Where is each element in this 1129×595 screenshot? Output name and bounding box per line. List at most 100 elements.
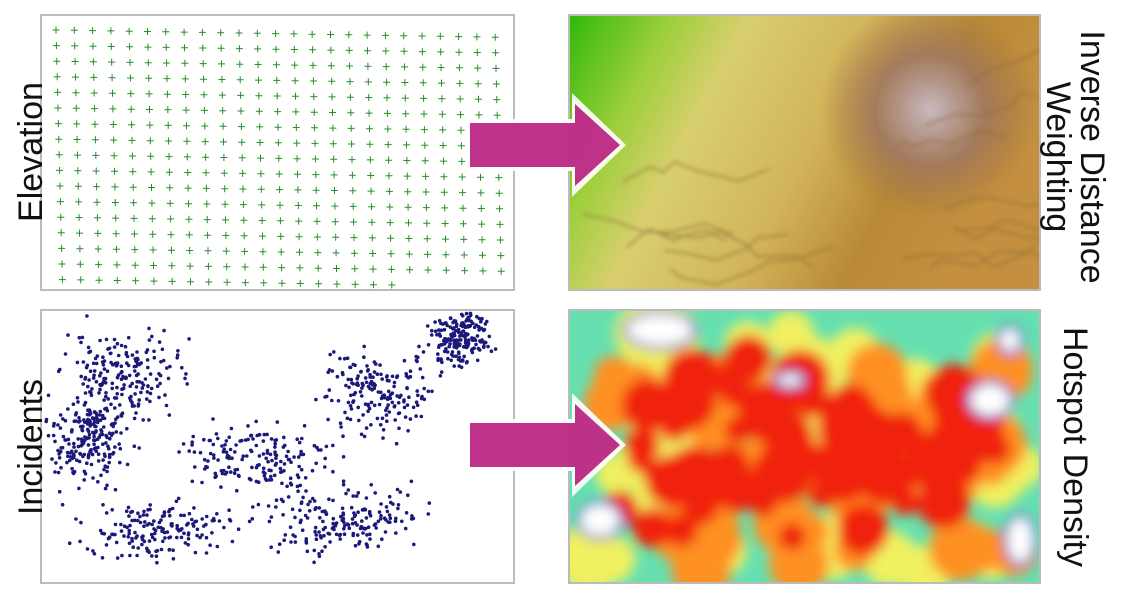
incident [368, 386, 372, 391]
cross [217, 29, 225, 37]
incident [390, 400, 395, 405]
incident [92, 442, 96, 447]
incident [79, 443, 83, 448]
incident [404, 511, 409, 515]
incident [143, 520, 147, 524]
cross [333, 280, 341, 288]
incident [362, 355, 366, 360]
incident [341, 479, 346, 484]
cross [148, 199, 156, 207]
incident [86, 384, 90, 389]
cross [205, 278, 213, 286]
incident [193, 520, 197, 524]
ridge [582, 212, 734, 236]
cross [348, 156, 356, 164]
incident [321, 527, 326, 532]
cross [256, 139, 264, 146]
incident [129, 398, 133, 403]
incident [152, 519, 156, 523]
incident [354, 382, 359, 387]
cross [367, 172, 375, 179]
incident [145, 358, 150, 362]
incident [462, 354, 467, 359]
incident [104, 391, 108, 395]
incident [213, 471, 218, 476]
incident [135, 534, 139, 538]
incident [337, 533, 342, 538]
incident [422, 386, 427, 391]
incident [150, 334, 154, 339]
row-label: Elevation [12, 82, 50, 222]
incident [219, 485, 223, 489]
cross [58, 244, 66, 252]
incident [81, 382, 85, 386]
incident [318, 534, 323, 538]
incident [304, 539, 309, 543]
incident [330, 398, 334, 403]
incident [261, 470, 266, 474]
incident [109, 402, 113, 407]
incident [183, 541, 188, 545]
cross [436, 32, 444, 40]
incident [79, 374, 83, 379]
incident [89, 422, 94, 427]
incident [103, 486, 108, 491]
incident [347, 385, 351, 390]
incident [262, 473, 267, 478]
incident [92, 422, 96, 427]
incident [384, 505, 389, 509]
incident [71, 402, 76, 407]
incident [85, 314, 89, 318]
incident [98, 418, 103, 423]
cross [327, 46, 335, 54]
cross [162, 28, 170, 36]
incident [155, 384, 160, 389]
incident [267, 519, 272, 524]
density-blob [627, 447, 652, 473]
cross [441, 220, 449, 227]
cross [93, 198, 101, 206]
incident [477, 328, 481, 332]
incident [166, 376, 171, 381]
cross [111, 183, 119, 191]
incident [119, 414, 124, 418]
incident [113, 406, 117, 410]
incident [204, 522, 208, 527]
incident [235, 488, 239, 493]
incident [148, 372, 153, 376]
incident [344, 383, 348, 388]
incident [65, 450, 70, 455]
incident [167, 536, 171, 540]
incident [367, 509, 372, 514]
incident [72, 445, 76, 449]
density-blob [775, 540, 826, 583]
cross [291, 77, 299, 85]
incident [115, 556, 120, 560]
incident [101, 355, 105, 360]
incident [269, 437, 274, 441]
cross [328, 77, 336, 85]
incident [82, 403, 87, 407]
cross [457, 111, 465, 119]
incident [378, 423, 383, 427]
incident [102, 532, 107, 536]
incident [58, 367, 62, 372]
cross [53, 57, 61, 65]
incident [362, 344, 367, 349]
incident [454, 346, 459, 350]
cross [127, 105, 135, 113]
cross [459, 220, 467, 228]
incident [396, 506, 400, 511]
incident [359, 524, 364, 529]
cross [180, 28, 188, 36]
incident [331, 521, 336, 526]
incident [57, 489, 62, 494]
incident-points [44, 311, 498, 565]
incident [185, 382, 189, 386]
cross [421, 157, 429, 165]
incident [203, 467, 207, 471]
cross [272, 61, 280, 69]
incident [70, 466, 74, 471]
incident [369, 423, 373, 427]
incident [474, 342, 478, 347]
